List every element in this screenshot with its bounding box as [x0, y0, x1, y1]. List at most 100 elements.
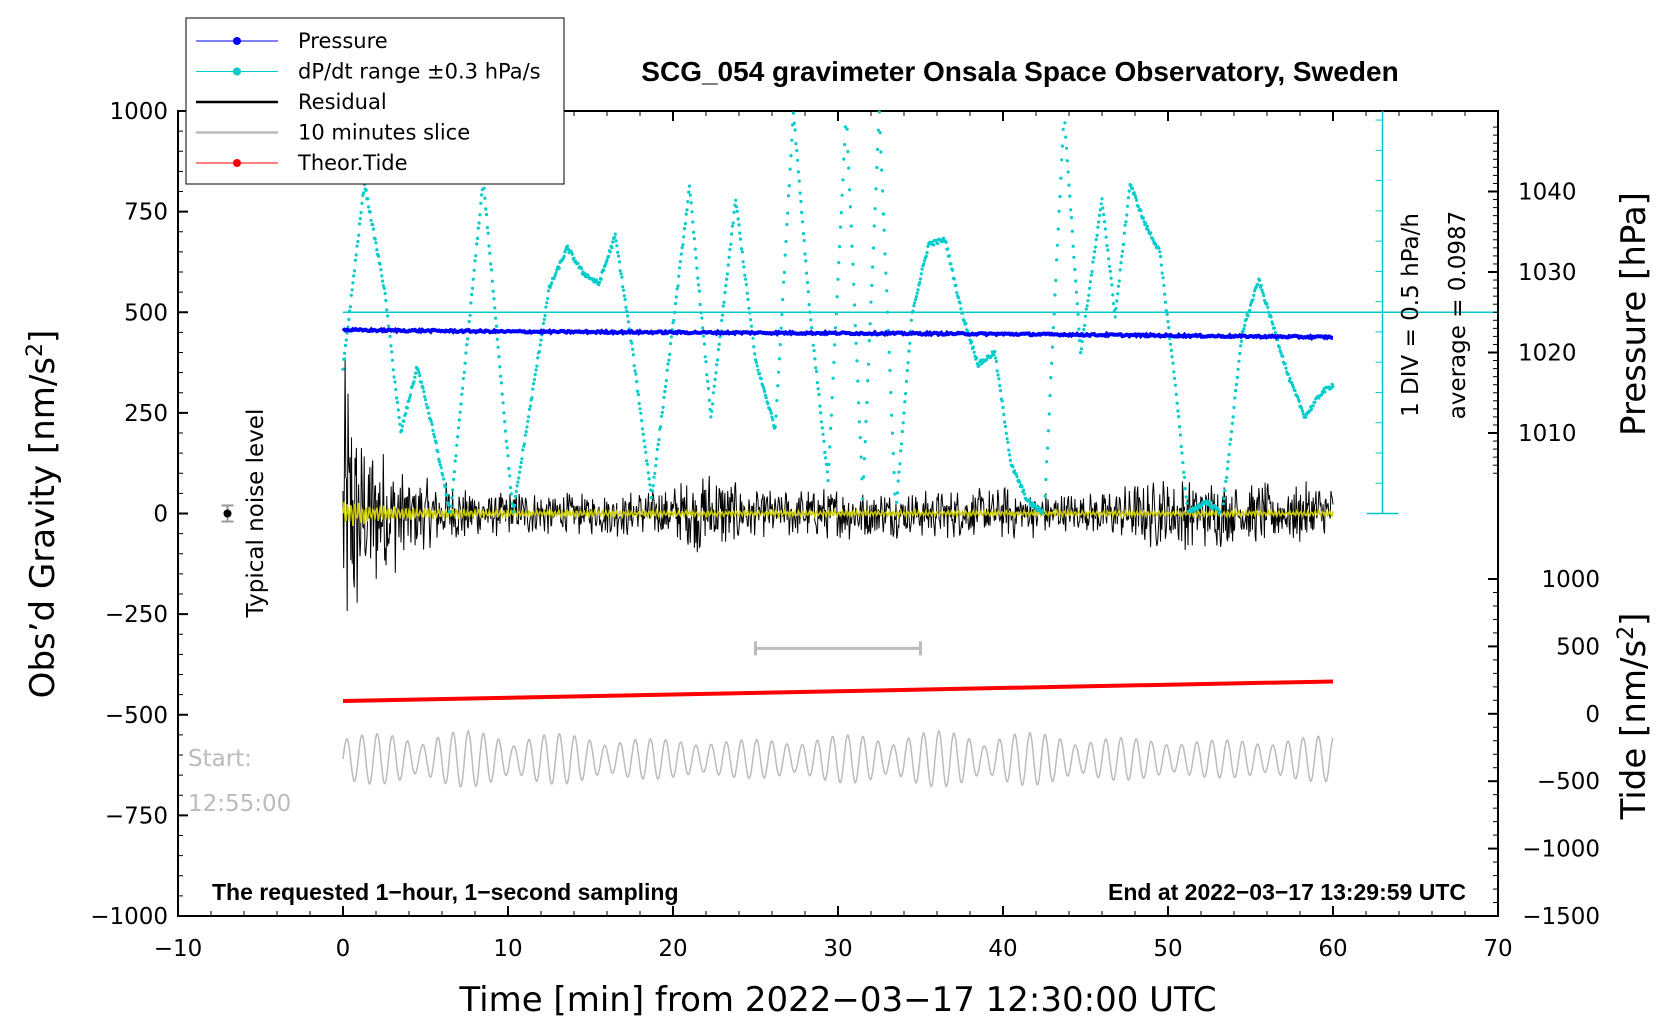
dpdt-point — [649, 495, 654, 500]
dpdt-point — [1225, 467, 1229, 471]
dpdt-point — [870, 283, 874, 288]
dpdt-point — [436, 450, 440, 454]
dpdt-point — [1104, 235, 1108, 239]
dpdt-point — [833, 326, 838, 330]
dpdt-point — [998, 384, 1002, 388]
dpdt-point — [1123, 223, 1127, 227]
dpdt-point — [1163, 292, 1167, 296]
dpdt-point — [553, 274, 557, 278]
dpdt-point — [1083, 323, 1087, 327]
residual-yellow-series — [342, 501, 1334, 527]
legend-swatch-marker — [233, 37, 241, 45]
dpdt-point — [880, 168, 884, 172]
dpdt-point — [673, 310, 677, 315]
dpdt-point — [413, 375, 417, 379]
dpdt-point — [1001, 405, 1005, 410]
dpdt-point — [779, 326, 783, 330]
dpdt-point — [367, 205, 371, 209]
dpdt-point — [685, 208, 689, 212]
dpdt-point — [1234, 389, 1238, 393]
dpdt-point — [544, 305, 548, 309]
dpdt-point — [692, 237, 697, 241]
dpdt-point — [975, 356, 979, 360]
dpdt-point — [742, 265, 746, 269]
dpdt-point — [385, 308, 389, 312]
dpdt-point — [958, 301, 962, 305]
dpdt-point — [503, 429, 508, 433]
dpdt-point — [359, 211, 363, 215]
dpdt-point — [673, 302, 678, 306]
dpdt-point — [678, 260, 683, 264]
dpdt-point — [783, 253, 787, 257]
dpdt-point — [636, 393, 641, 397]
dpdt-point — [1229, 437, 1233, 441]
dpdt-point — [648, 483, 652, 487]
dpdt-point — [373, 237, 377, 241]
dpdt-point — [474, 254, 478, 258]
dpdt-point — [1228, 442, 1232, 446]
dpdt-point — [683, 222, 688, 226]
dpdt-point — [1086, 299, 1090, 303]
dpdt-point — [1119, 261, 1123, 265]
dpdt-point — [1222, 497, 1226, 501]
dpdt-point — [475, 236, 480, 240]
dpdt-point — [487, 244, 491, 248]
dpdt-point — [1160, 271, 1164, 275]
dpdt-point — [984, 358, 989, 362]
dpdt-point — [798, 191, 802, 195]
dpdt-point — [816, 387, 820, 391]
dpdt-point — [427, 411, 431, 415]
y-tick-label-left: −500 — [105, 703, 168, 729]
dpdt-point — [456, 426, 461, 430]
dpdt-point — [484, 213, 489, 217]
dpdt-point — [989, 354, 994, 358]
dpdt-point — [1006, 440, 1010, 444]
dpdt-point — [876, 128, 881, 132]
dpdt-point — [1091, 260, 1095, 264]
dpdt-point — [352, 274, 356, 278]
dpdt-point — [1252, 293, 1256, 297]
dpdt-point — [497, 355, 501, 359]
dpdt-point — [511, 510, 515, 514]
dpdt-point — [795, 149, 799, 153]
dpdt-point — [843, 125, 848, 129]
dpdt-point — [470, 292, 474, 297]
dpdt-point — [682, 235, 686, 239]
dpdt-point — [402, 419, 406, 423]
dpdt-point — [357, 233, 361, 237]
dpdt-point — [857, 420, 862, 424]
dpdt-point — [706, 379, 710, 383]
dpdt-point — [527, 415, 531, 419]
dpdt-point — [520, 457, 524, 461]
dpdt-point — [813, 357, 817, 361]
dpdt-point — [1075, 302, 1079, 306]
dpdt-point — [1300, 409, 1305, 413]
dpdt-point — [669, 335, 673, 339]
dpdt-point — [796, 158, 800, 162]
dpdt-point — [737, 223, 741, 227]
dpdt-point — [1262, 293, 1266, 298]
dpdt-point — [1093, 250, 1097, 254]
dpdt-point — [817, 392, 821, 397]
dpdt-point — [1121, 242, 1125, 247]
dpdt-point — [714, 371, 718, 375]
dpdt-point — [460, 392, 464, 396]
dpdt-point — [639, 411, 643, 415]
dpdt-point — [429, 419, 433, 423]
dpdt-point — [940, 240, 944, 244]
dpdt-point — [1229, 430, 1234, 434]
dpdt-point — [613, 232, 617, 236]
dpdt-point — [917, 283, 921, 287]
dpdt-point — [684, 212, 688, 216]
dpdt-point — [787, 184, 791, 188]
dpdt-point — [389, 344, 393, 348]
dpdt-point — [996, 373, 1000, 377]
dpdt-point — [515, 484, 519, 488]
dpdt-point — [758, 372, 762, 376]
dpdt-point — [1078, 338, 1082, 343]
dpdt-point — [1227, 453, 1231, 457]
bottom-right-note: End at 2022−03−17 13:29:59 UTC — [1108, 879, 1466, 905]
dpdt-point — [659, 425, 663, 429]
dpdt-point — [369, 218, 373, 222]
dpdt-point — [711, 402, 715, 406]
